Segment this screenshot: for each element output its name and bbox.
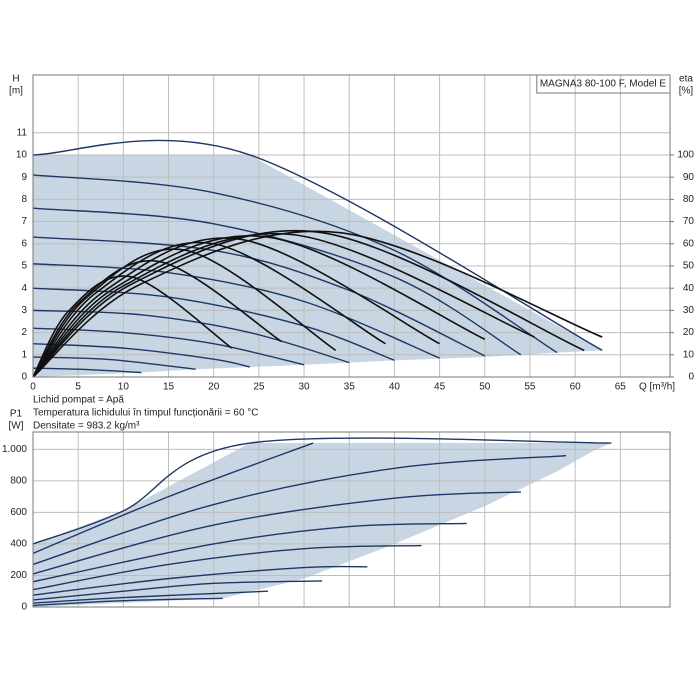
curve (32, 544, 422, 591)
y-tick-label: 0 (21, 602, 27, 613)
y2-tick-label: 30 (683, 305, 695, 316)
y2-tick-label: 0 (688, 372, 694, 383)
y2-axis-label: [%] (679, 86, 694, 97)
curve (32, 139, 603, 351)
x-tick-label: 0 (30, 382, 36, 393)
curve (32, 565, 368, 596)
y2-tick-label: 90 (683, 172, 695, 183)
y-tick-label: 0 (21, 372, 27, 383)
y-tick-label: 1.000 (2, 444, 27, 455)
curve (32, 287, 395, 362)
x-tick-label: 25 (253, 382, 265, 393)
curve (32, 367, 142, 374)
curve (32, 454, 567, 566)
curve (32, 232, 535, 378)
x-tick-label: 15 (163, 382, 175, 393)
curve (32, 207, 522, 356)
chart-title: MAGNA3 80-100 F, Model E (540, 79, 666, 90)
y-tick-label: 3 (21, 305, 27, 316)
curve (32, 491, 521, 575)
y-tick-label: 800 (10, 476, 27, 487)
x-tick-label: 5 (75, 382, 81, 393)
y-axis-label: P1 (10, 409, 23, 420)
annotation: Densitate = 983.2 kg/m³ (33, 421, 140, 432)
x-tick-label: 30 (299, 382, 311, 393)
title-box (536, 74, 671, 94)
plot-frame (32, 431, 671, 608)
y-tick-label: 1 (21, 349, 27, 360)
y-tick-label: 8 (21, 194, 27, 205)
y-tick-label: 11 (17, 127, 28, 138)
y-tick-label: 9 (21, 172, 27, 183)
y2-tick-label: 70 (683, 216, 695, 227)
x-tick-label: 35 (344, 382, 356, 393)
curve (32, 230, 603, 378)
y-tick-label: 10 (16, 150, 28, 161)
curve (32, 241, 386, 378)
annotation: Lichid pompat = Apă (33, 395, 124, 406)
x-tick-label: 20 (208, 382, 220, 393)
y-tick-label: 2 (21, 327, 27, 338)
curve (32, 236, 486, 357)
y-tick-label: 400 (10, 539, 27, 550)
y-axis-label: [W] (9, 421, 24, 432)
curve (32, 437, 612, 545)
y-tick-label: 600 (10, 507, 27, 518)
y2-tick-label: 10 (683, 349, 695, 360)
y-tick-label: 200 (10, 570, 27, 581)
y-axis-label: [m] (9, 86, 23, 97)
curve (32, 356, 196, 370)
y-tick-label: 7 (21, 216, 27, 227)
x-tick-label: 45 (434, 382, 446, 393)
operating-area (33, 443, 612, 607)
x-axis-label: Q [m³/h] (639, 382, 675, 393)
x-tick-label: 40 (389, 382, 401, 393)
y-tick-label: 5 (21, 261, 27, 272)
y-axis-label: H (12, 74, 19, 85)
x-tick-label: 50 (479, 382, 491, 393)
y2-tick-label: 80 (683, 194, 695, 205)
y2-tick-label: 60 (683, 238, 695, 249)
y-tick-label: 4 (21, 283, 27, 294)
x-tick-label: 65 (615, 382, 627, 393)
curve (32, 522, 467, 583)
x-tick-label: 60 (570, 382, 582, 393)
y-tick-label: 6 (21, 238, 27, 249)
x-tick-label: 10 (118, 382, 130, 393)
curve (32, 229, 585, 378)
curve (32, 263, 440, 359)
curve (32, 580, 323, 601)
curve (32, 442, 314, 555)
y2-tick-label: 50 (683, 261, 695, 272)
curve (32, 237, 440, 378)
annotation: Temperatura lichidului în timpul funcțio… (33, 408, 259, 419)
y2-tick-label: 20 (683, 327, 695, 338)
y2-tick-label: 100 (677, 150, 694, 161)
y2-tick-label: 40 (683, 283, 695, 294)
curve (32, 174, 558, 354)
curve (32, 248, 337, 378)
x-tick-label: 55 (524, 382, 536, 393)
curve (32, 342, 250, 368)
curve (32, 235, 486, 378)
curve (32, 597, 223, 607)
y2-axis-label: eta (679, 74, 693, 85)
plot-frame (32, 74, 671, 378)
curve (32, 590, 268, 604)
